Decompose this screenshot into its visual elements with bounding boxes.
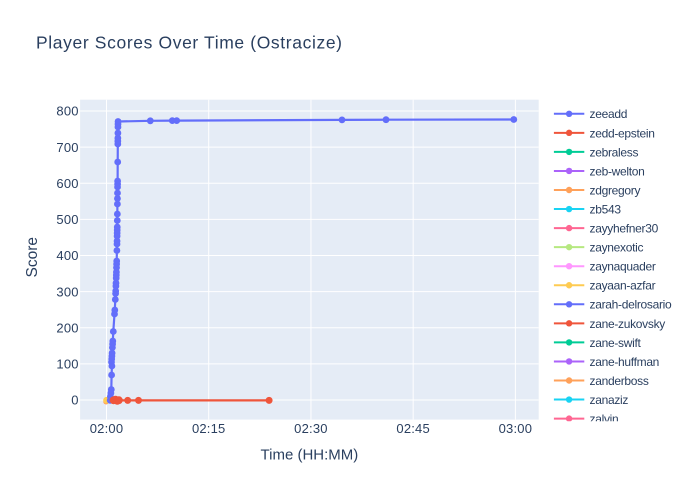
svg-text:zane-huffman: zane-huffman: [590, 355, 660, 369]
svg-text:zane-swift: zane-swift: [590, 336, 642, 350]
svg-text:Player Scores Over Time (Ostra: Player Scores Over Time (Ostracize): [36, 33, 343, 53]
svg-text:02:15: 02:15: [192, 421, 226, 436]
svg-text:Time (HH:MM): Time (HH:MM): [261, 447, 359, 464]
svg-text:zebraless: zebraless: [590, 145, 639, 159]
svg-text:Score: Score: [24, 237, 41, 278]
svg-text:500: 500: [56, 212, 78, 227]
svg-text:zalvin: zalvin: [590, 412, 619, 426]
svg-text:zedd-epstein: zedd-epstein: [590, 126, 655, 140]
svg-text:zb543: zb543: [590, 202, 622, 216]
svg-text:zayaan-azfar: zayaan-azfar: [590, 279, 656, 293]
svg-text:600: 600: [56, 176, 78, 191]
svg-text:zdgregory: zdgregory: [590, 183, 641, 197]
svg-text:300: 300: [56, 284, 78, 299]
svg-text:03:00: 03:00: [499, 421, 533, 436]
svg-text:700: 700: [56, 140, 78, 155]
svg-text:zayyhefner30: zayyhefner30: [590, 222, 659, 236]
svg-text:100: 100: [56, 357, 78, 372]
svg-text:zaynaquader: zaynaquader: [590, 260, 656, 274]
svg-text:200: 200: [56, 320, 78, 335]
svg-text:zanaziz: zanaziz: [590, 393, 629, 407]
svg-text:zeb-welton: zeb-welton: [590, 164, 645, 178]
svg-text:0: 0: [71, 393, 78, 408]
svg-text:zeeadd: zeeadd: [590, 107, 628, 121]
svg-text:zarah-delrosario: zarah-delrosario: [590, 298, 673, 312]
svg-text:800: 800: [56, 104, 78, 119]
svg-text:zanderboss: zanderboss: [590, 374, 649, 388]
svg-text:zane-zukovsky: zane-zukovsky: [590, 317, 666, 331]
svg-text:02:00: 02:00: [90, 421, 124, 436]
svg-text:02:45: 02:45: [396, 421, 430, 436]
svg-text:400: 400: [56, 248, 78, 263]
svg-text:02:30: 02:30: [294, 421, 328, 436]
svg-text:zaynexotic: zaynexotic: [590, 241, 644, 255]
